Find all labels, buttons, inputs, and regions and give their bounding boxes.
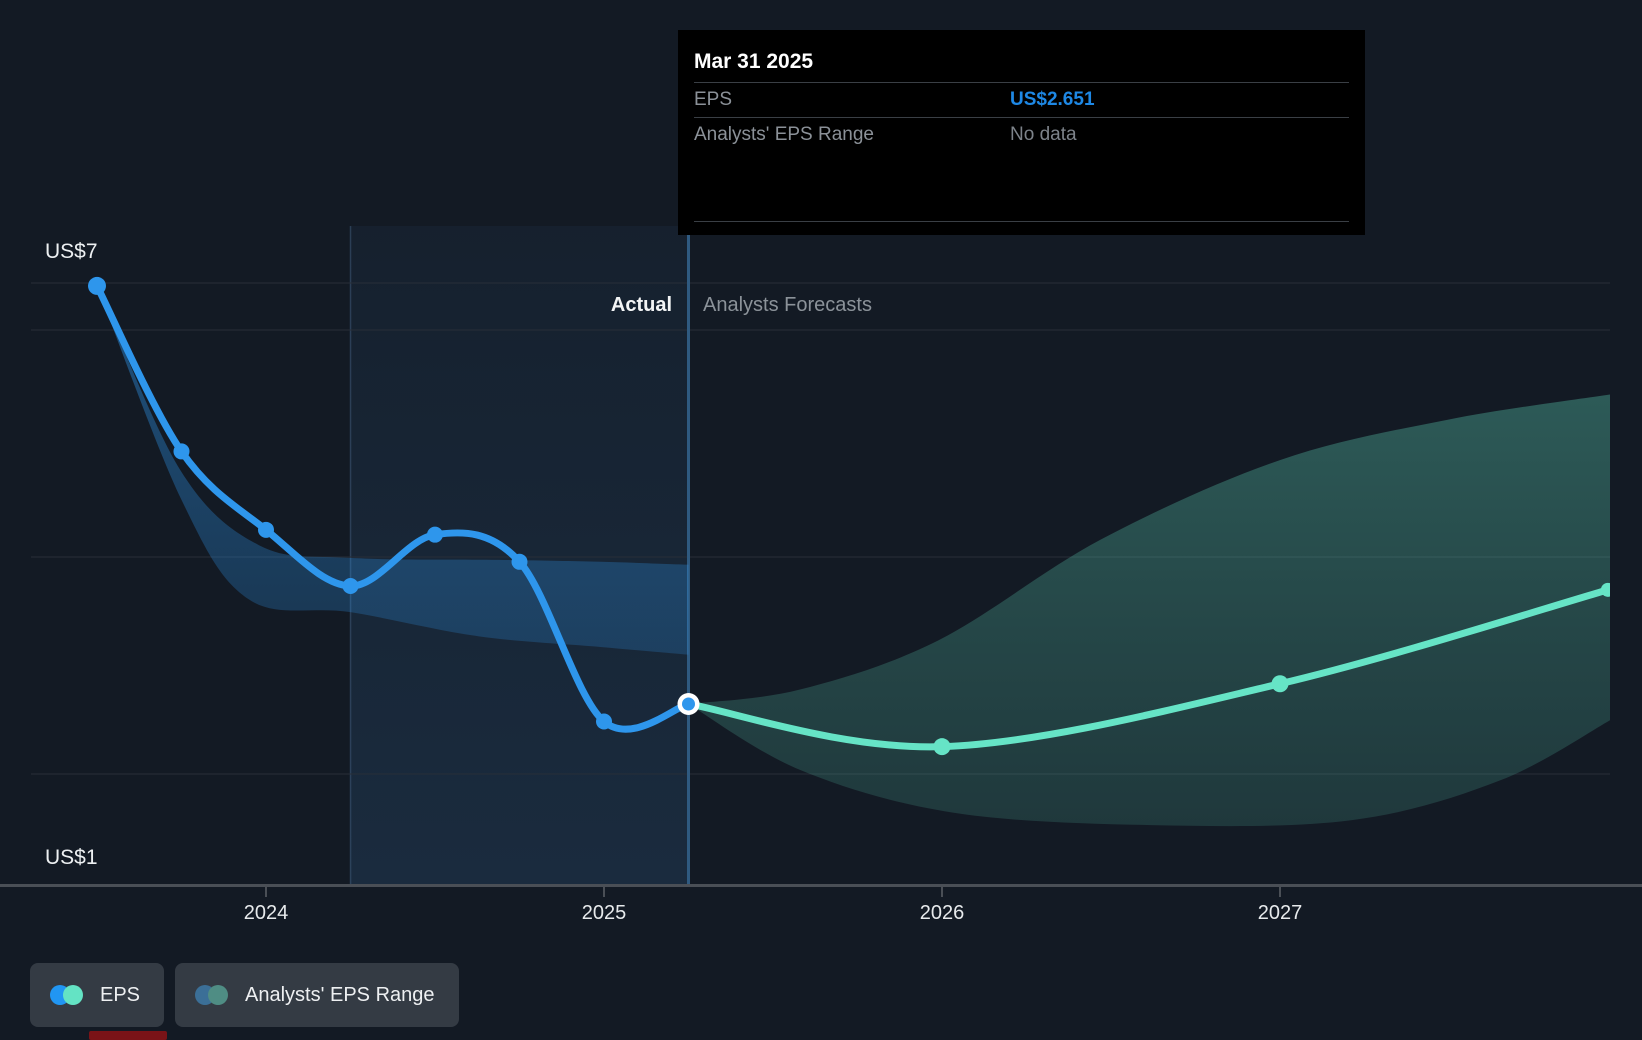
- tooltip-date: Mar 31 2025: [694, 30, 1349, 83]
- forecast-eps-point: [1271, 675, 1289, 693]
- forecast-eps-line: [685, 586, 1610, 751]
- forecast-eps-point: [933, 738, 951, 756]
- forecast-eps-point: [1600, 582, 1610, 597]
- actual-eps-point: [511, 553, 528, 570]
- chart-tooltip: Mar 31 2025 EPS US$2.651 Analysts' EPS R…: [678, 30, 1365, 235]
- phase-label-actual: Actual: [610, 294, 672, 316]
- legend-label-eps: EPS: [100, 983, 141, 1006]
- y-axis-label-bottom: US$1: [45, 846, 98, 869]
- actual-eps-point: [342, 577, 359, 594]
- tooltip-row-eps: EPS US$2.651: [694, 83, 1349, 118]
- legend-label-eps-range: Analysts' EPS Range: [245, 983, 435, 1006]
- tooltip-separator: [694, 221, 1349, 222]
- x-axis-tick-label: 2024: [244, 902, 289, 924]
- actual-eps-point: [596, 713, 612, 730]
- tooltip-eps-label: EPS: [694, 89, 733, 110]
- range-dot-teal-icon: [208, 985, 229, 1005]
- actual-eps-point: [258, 521, 274, 538]
- tooltip-range-value: No data: [1010, 124, 1077, 145]
- y-axis-label-top: US$7: [45, 240, 98, 263]
- legend-item-eps-range[interactable]: Analysts' EPS Range: [175, 963, 459, 1027]
- selected-point: [682, 697, 695, 711]
- x-axis-tick-label: 2026: [920, 902, 965, 924]
- x-axis-tick-label: 2027: [1258, 902, 1303, 924]
- actual-eps-point: [88, 276, 106, 295]
- red-indicator-bar: [89, 1031, 167, 1040]
- eps-series-icon: [50, 984, 84, 1006]
- tooltip-row-range: Analysts' EPS Range No data: [694, 118, 1349, 152]
- legend-item-eps[interactable]: EPS: [30, 963, 165, 1027]
- x-axis-tick-label: 2025: [582, 902, 627, 924]
- eps-range-series-icon: [195, 984, 229, 1006]
- eps-dot-teal-icon: [63, 985, 83, 1005]
- actual-eps-point: [427, 526, 443, 543]
- plot-area: [31, 226, 1610, 885]
- tooltip-eps-value: US$2.651: [1010, 89, 1095, 110]
- tooltip-range-label: Analysts' EPS Range: [694, 124, 874, 145]
- actual-eps-point: [173, 443, 190, 460]
- actual-eps-range-band: [97, 285, 689, 655]
- chart-legend: EPS Analysts' EPS Range: [30, 963, 459, 1027]
- analysts-eps-range-band: [688, 394, 1610, 827]
- phase-label-forecast: Analysts Forecasts: [703, 294, 872, 316]
